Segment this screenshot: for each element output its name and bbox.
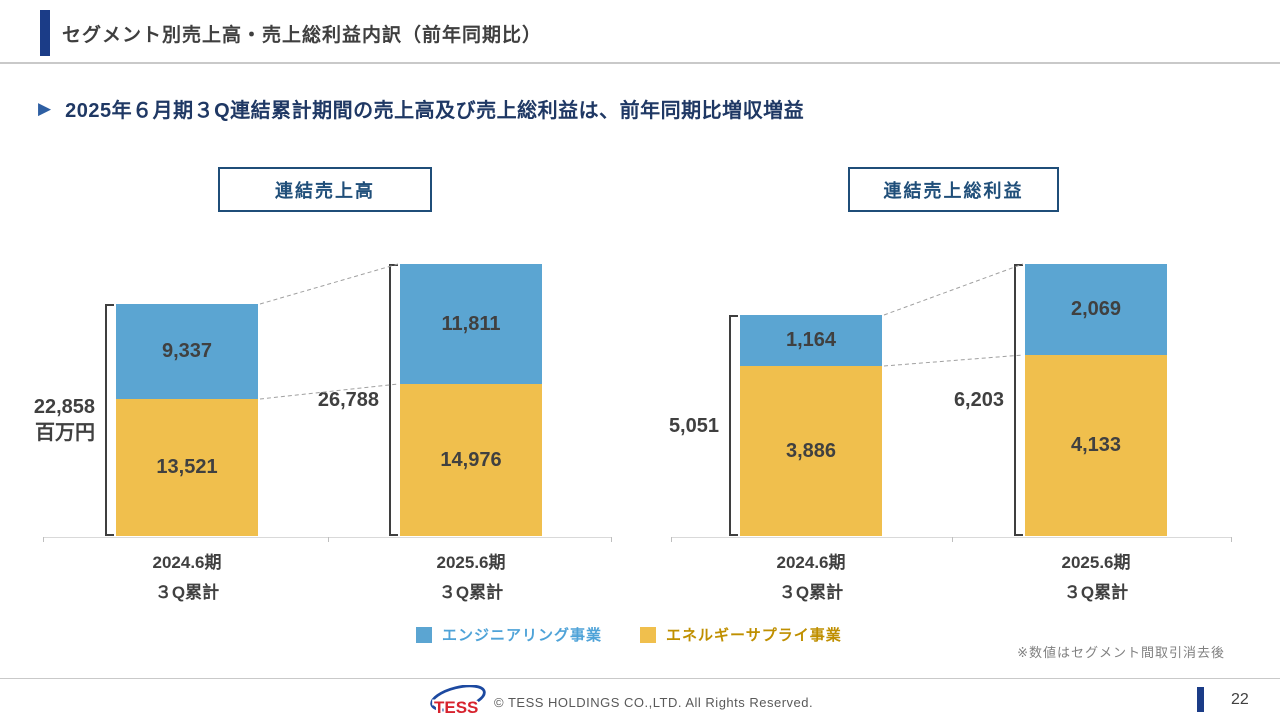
- axis-tick: [671, 537, 672, 542]
- total-value-label: 22,858 百万円: [0, 394, 95, 446]
- triangle-bullet-icon: ▶: [38, 98, 52, 118]
- bar-segment-energy-supply: 4,133: [1025, 355, 1167, 536]
- chart-title-gross-profit: 連結売上総利益: [883, 180, 1024, 201]
- total-unit-label: 百万円: [35, 422, 95, 444]
- total-value-label: 6,203: [874, 387, 1004, 413]
- category-quarter: ３Q累計: [778, 583, 844, 602]
- axis-tick: [43, 537, 44, 542]
- category-label: 2025.6期 ３Q累計: [386, 548, 556, 608]
- legend-item-engineering: エンジニアリング事業: [416, 624, 602, 645]
- total-bracket: [729, 315, 738, 536]
- chart-title-sales: 連結売上高: [275, 180, 375, 201]
- bar-segment-energy-supply: 3,886: [740, 366, 882, 536]
- total-number: 22,858: [33, 396, 95, 418]
- subtitle: ▶ 2025年６月期３Q連結累計期間の売上高及び売上総利益は、前年同期比増収増益: [38, 94, 804, 123]
- segment-value-label: 11,811: [441, 312, 501, 335]
- x-axis-line-sales: [43, 537, 612, 542]
- bar-gross-profit-2025: 2,069 4,133: [1025, 264, 1167, 536]
- bar-segment-engineering: 1,164: [740, 315, 882, 366]
- page-accent-bar: [1197, 687, 1204, 712]
- bar-gross-profit-2024: 1,164 3,886: [740, 315, 882, 536]
- tess-logo: TESS TESS: [430, 685, 486, 719]
- bar-segment-energy-supply: 13,521: [116, 399, 258, 536]
- segment-value-label: 13,521: [156, 456, 218, 478]
- tess-logo-text-outline: TESS: [434, 698, 478, 717]
- chart-title-box-gross-profit: 連結売上総利益: [848, 167, 1059, 212]
- bar-sales-2025: 11,811 14,976: [400, 264, 542, 536]
- legend: エンジニアリング事業 エネルギーサプライ事業: [416, 624, 842, 645]
- segment-value-label: 2,069: [1070, 298, 1122, 320]
- copyright-text: © TESS HOLDINGS CO.,LTD. All Rights Rese…: [494, 695, 814, 710]
- axis-tick: [327, 537, 329, 542]
- category-period: 2025.6期: [1061, 553, 1131, 572]
- tess-logo-text: TESS: [434, 698, 478, 717]
- legend-label-engineering: エンジニアリング事業: [442, 627, 603, 644]
- bar-segment-engineering: 9,337: [116, 304, 258, 399]
- total-number: 26,788: [317, 389, 379, 411]
- total-value-label: 5,051: [589, 413, 719, 439]
- segment-value-label: 14,976: [440, 448, 502, 471]
- header-accent-bar: [40, 10, 50, 56]
- note-text: ※数値はセグメント間取引消去後: [1017, 645, 1225, 660]
- segment-value-label: 9,337: [161, 340, 213, 362]
- legend-item-energy-supply: エネルギーサプライ事業: [640, 624, 842, 645]
- chart-title-box-sales: 連結売上高: [218, 167, 432, 212]
- category-label: 2024.6期 ３Q累計: [102, 548, 272, 608]
- bar-segment-engineering: 2,069: [1025, 264, 1167, 355]
- axis-tick: [1231, 537, 1232, 542]
- category-label: 2025.6期 ３Q累計: [1011, 548, 1181, 608]
- total-bracket: [1014, 264, 1023, 536]
- footer-divider: [0, 678, 1280, 679]
- axis-tick: [611, 537, 612, 542]
- x-axis-line-gross-profit: [671, 537, 1232, 542]
- legend-swatch-energy-supply: [640, 626, 657, 643]
- bar-sales-2024: 9,337 13,521: [116, 304, 258, 536]
- page-number: 22: [1231, 691, 1249, 708]
- segment-value-label: 3,886: [785, 439, 837, 462]
- total-number: 6,203: [953, 389, 1004, 411]
- axis-tick: [951, 537, 953, 542]
- category-label: 2024.6期 ３Q累計: [726, 548, 896, 608]
- category-quarter: ３Q累計: [1063, 583, 1129, 602]
- total-number: 5,051: [668, 415, 719, 437]
- legend-label-energy-supply: エネルギーサプライ事業: [666, 627, 842, 644]
- segment-value-label: 1,164: [785, 329, 837, 351]
- legend-swatch-engineering: [416, 626, 432, 643]
- total-bracket: [105, 304, 114, 536]
- category-quarter: ３Q累計: [154, 583, 220, 602]
- bar-segment-engineering: 11,811: [400, 264, 542, 384]
- category-period: 2024.6期: [776, 553, 846, 572]
- header-divider: [0, 62, 1280, 64]
- page-title: セグメント別売上高・売上総利益内訳（前年同期比）: [62, 25, 543, 46]
- category-quarter: ３Q累計: [438, 583, 504, 602]
- segment-value-label: 4,133: [1070, 434, 1122, 456]
- category-period: 2025.6期: [436, 553, 506, 572]
- bar-segment-energy-supply: 14,976: [400, 384, 542, 536]
- total-value-label: 26,788: [249, 387, 379, 413]
- total-bracket: [389, 264, 398, 536]
- category-period: 2024.6期: [152, 553, 222, 572]
- subtitle-text: 2025年６月期３Q連結累計期間の売上高及び売上総利益は、前年同期比増収増益: [65, 100, 805, 122]
